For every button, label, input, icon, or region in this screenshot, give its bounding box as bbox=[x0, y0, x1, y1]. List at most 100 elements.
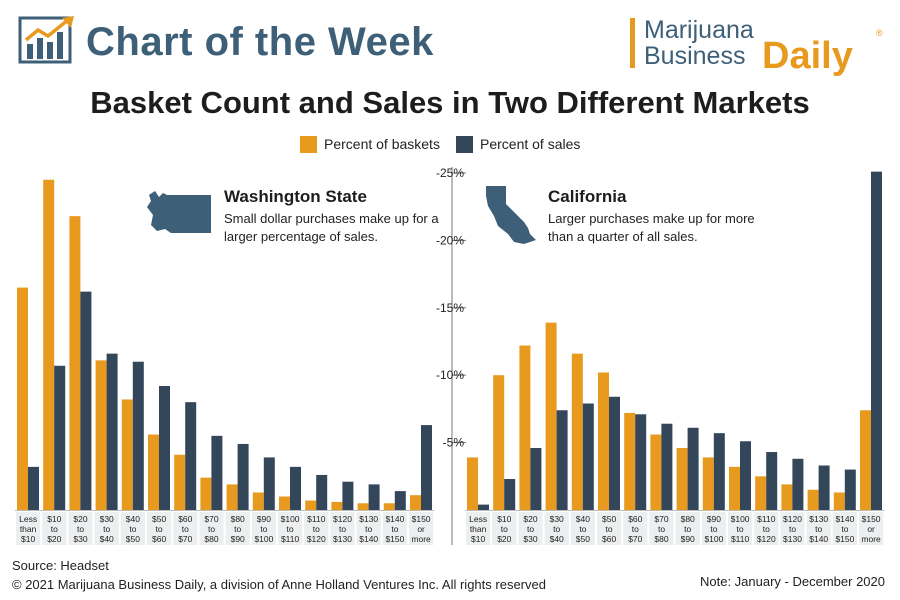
x-label-bg-california-7 bbox=[649, 512, 674, 545]
footer-source: Source: Headset bbox=[12, 558, 109, 573]
x-tick-label-washington-6: $70 bbox=[178, 534, 192, 544]
x-tick-label-washington-9: to bbox=[260, 524, 267, 534]
x-tick-label-washington-7: $70 bbox=[204, 514, 218, 524]
x-tick-label-california-7: $80 bbox=[654, 534, 668, 544]
x-tick-label-california-7: to bbox=[658, 524, 665, 534]
bar-california-baskets-4 bbox=[571, 353, 583, 510]
bar-california-sales-0 bbox=[478, 504, 489, 510]
banner-title: Chart of the Week bbox=[86, 20, 434, 64]
footer-note: Note: January - December 2020 bbox=[700, 574, 885, 589]
x-tick-label-washington-9: $90 bbox=[257, 514, 271, 524]
x-label-bg-washington-3 bbox=[94, 512, 119, 545]
x-tick-label-california-5: $50 bbox=[602, 514, 616, 524]
bar-california-sales-9 bbox=[713, 433, 725, 510]
y-tick-label-15: -15% bbox=[436, 301, 464, 315]
y-tick-label-25: -25% bbox=[436, 166, 464, 180]
x-label-bg-california-8 bbox=[675, 512, 700, 545]
x-tick-label-california-12: $120 bbox=[783, 514, 802, 524]
bar-washington-sales-15 bbox=[421, 425, 432, 510]
legend-item-baskets: Percent of baskets bbox=[300, 133, 440, 155]
x-tick-label-washington-0: $10 bbox=[21, 534, 35, 544]
x-label-bg-washington-1 bbox=[42, 512, 67, 545]
legend: Percent of baskets Percent of sales bbox=[0, 133, 900, 155]
bar-washington-sales-13 bbox=[368, 484, 380, 510]
x-tick-label-california-12: to bbox=[789, 524, 796, 534]
bar-washington-baskets-9 bbox=[252, 492, 264, 510]
x-tick-label-california-6: to bbox=[632, 524, 639, 534]
x-tick-label-washington-5: $50 bbox=[152, 514, 166, 524]
x-tick-label-washington-7: to bbox=[208, 524, 215, 534]
x-tick-label-washington-2: to bbox=[77, 524, 84, 534]
bar-california-baskets-10 bbox=[729, 466, 740, 510]
x-tick-label-california-3: $40 bbox=[550, 534, 564, 544]
x-tick-label-washington-2: $20 bbox=[73, 514, 87, 524]
bar-california-baskets-8 bbox=[676, 447, 688, 510]
x-tick-label-washington-1: to bbox=[51, 524, 58, 534]
x-label-bg-california-2 bbox=[518, 512, 543, 545]
x-tick-label-california-0: $10 bbox=[471, 534, 485, 544]
y-tick-label-20: -20% bbox=[436, 233, 464, 247]
x-tick-label-california-11: to bbox=[763, 524, 770, 534]
bar-california-baskets-9 bbox=[702, 457, 714, 510]
bar-california-baskets-7 bbox=[650, 434, 662, 510]
bar-washington-sales-14 bbox=[394, 491, 406, 510]
x-tick-label-california-3: $30 bbox=[550, 514, 564, 524]
x-tick-label-washington-15: $150 bbox=[412, 514, 431, 524]
y-tick-label-5: -5% bbox=[443, 436, 465, 450]
x-tick-label-california-6: $60 bbox=[628, 514, 642, 524]
x-tick-label-washington-15: or bbox=[417, 524, 425, 534]
x-tick-label-california-15: or bbox=[867, 524, 875, 534]
x-label-bg-california-3 bbox=[544, 512, 569, 545]
x-tick-label-washington-7: $80 bbox=[204, 534, 218, 544]
x-tick-label-washington-2: $30 bbox=[73, 534, 87, 544]
bar-california-baskets-3 bbox=[545, 322, 557, 510]
x-tick-label-washington-1: $10 bbox=[47, 514, 61, 524]
x-tick-label-washington-6: to bbox=[182, 524, 189, 534]
x-tick-label-california-13: $140 bbox=[809, 534, 828, 544]
x-label-bg-california-0 bbox=[466, 512, 491, 545]
x-tick-label-california-3: to bbox=[553, 524, 560, 534]
x-tick-label-california-4: $50 bbox=[576, 534, 590, 544]
brand-word-2: Business bbox=[644, 42, 746, 70]
bar-california-baskets-2 bbox=[519, 345, 531, 510]
x-tick-label-california-9: $100 bbox=[704, 534, 723, 544]
legend-item-sales: Percent of sales bbox=[456, 133, 580, 155]
x-label-bg-california-12 bbox=[780, 512, 805, 545]
x-tick-label-california-10: to bbox=[737, 524, 744, 534]
x-tick-label-washington-4: $40 bbox=[126, 514, 140, 524]
x-tick-label-washington-0: Less bbox=[19, 514, 37, 524]
x-label-bg-california-4 bbox=[570, 512, 595, 545]
x-label-bg-washington-11 bbox=[304, 512, 329, 545]
bar-washington-sales-4 bbox=[132, 361, 144, 510]
x-tick-label-california-2: $30 bbox=[523, 534, 537, 544]
x-label-bg-washington-6 bbox=[173, 512, 198, 545]
x-tick-label-california-2: to bbox=[527, 524, 534, 534]
bar-washington-sales-3 bbox=[106, 353, 118, 510]
x-label-bg-washington-9 bbox=[251, 512, 276, 545]
x-tick-label-california-1: to bbox=[501, 524, 508, 534]
bar-california-baskets-13 bbox=[807, 489, 819, 510]
chart-trend-icon bbox=[18, 16, 74, 64]
bar-washington-sales-6 bbox=[185, 402, 197, 510]
x-tick-label-washington-4: to bbox=[129, 524, 136, 534]
bar-washington-baskets-2 bbox=[69, 216, 81, 511]
x-tick-label-washington-12: to bbox=[339, 524, 346, 534]
bar-california-baskets-1 bbox=[493, 375, 505, 510]
x-label-bg-california-9 bbox=[701, 512, 726, 545]
bar-washington-baskets-15 bbox=[410, 495, 421, 510]
x-tick-label-california-2: $20 bbox=[523, 514, 537, 524]
bar-washington-baskets-10 bbox=[279, 496, 290, 510]
x-label-bg-california-1 bbox=[492, 512, 517, 545]
x-label-bg-washington-8 bbox=[225, 512, 250, 545]
x-tick-label-california-8: $80 bbox=[681, 514, 695, 524]
bar-california-baskets-0 bbox=[467, 457, 478, 510]
bar-california-sales-13 bbox=[818, 465, 830, 510]
x-label-bg-california-6 bbox=[623, 512, 648, 545]
bar-washington-sales-1 bbox=[54, 365, 66, 510]
panel-title-california: California bbox=[548, 187, 627, 206]
x-tick-label-washington-14: $140 bbox=[385, 514, 404, 524]
x-tick-label-washington-8: $90 bbox=[231, 534, 245, 544]
x-tick-label-california-7: $70 bbox=[654, 514, 668, 524]
x-tick-label-washington-10: $100 bbox=[281, 514, 300, 524]
